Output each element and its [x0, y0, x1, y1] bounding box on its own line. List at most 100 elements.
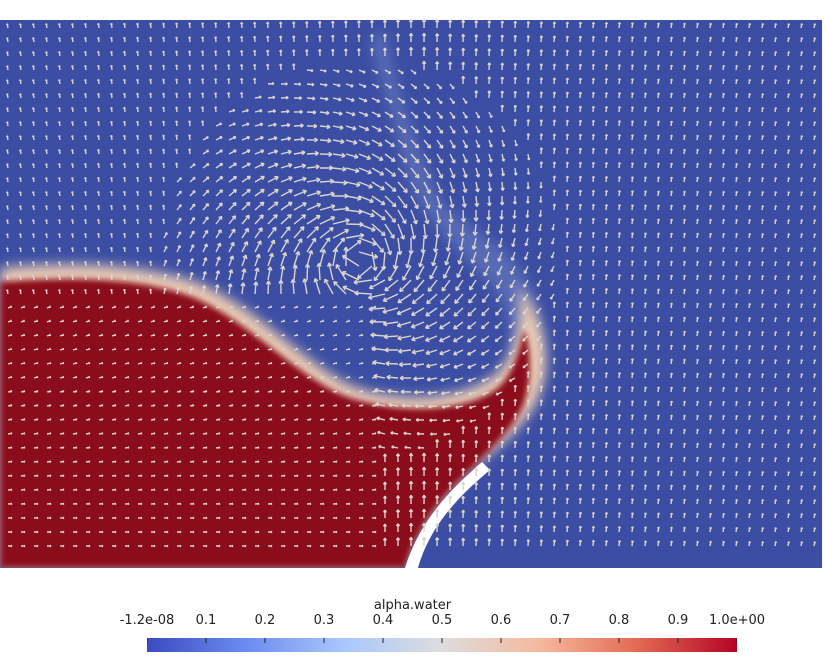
velocity-arrow	[488, 139, 493, 148]
velocity-arrow	[228, 202, 237, 211]
velocity-arrow	[449, 139, 456, 149]
velocity-arrow	[305, 21, 309, 29]
velocity-arrow	[162, 64, 166, 71]
velocity-arrow	[670, 414, 674, 421]
velocity-arrow	[722, 120, 726, 127]
velocity-arrow	[123, 22, 126, 29]
velocity-arrow	[241, 516, 247, 520]
velocity-arrow	[59, 502, 65, 506]
velocity-arrow	[421, 452, 427, 463]
velocity-arrow	[591, 525, 596, 533]
velocity-arrow	[787, 373, 791, 379]
velocity-arrow	[59, 375, 65, 379]
velocity-arrow	[513, 62, 518, 71]
velocity-arrow	[241, 241, 249, 253]
velocity-arrow	[293, 544, 299, 548]
velocity-arrow	[111, 319, 117, 323]
plume	[370, 30, 541, 420]
velocity-arrow	[578, 511, 583, 519]
velocity-arrow	[18, 149, 22, 155]
velocity-arrow	[643, 22, 648, 29]
velocity-arrow	[306, 333, 312, 337]
velocity-arrow	[123, 78, 126, 85]
velocity-arrow	[306, 516, 312, 520]
velocity-arrow	[189, 474, 195, 477]
velocity-arrow	[306, 190, 322, 197]
velocity-arrow	[774, 401, 778, 407]
velocity-arrow	[487, 524, 492, 533]
velocity-arrow	[813, 499, 817, 505]
velocity-arrow	[656, 274, 661, 281]
velocity-arrow	[487, 62, 492, 71]
velocity-arrow	[445, 237, 451, 252]
velocity-arrow	[202, 305, 208, 309]
velocity-arrow	[162, 106, 166, 113]
velocity-arrow	[293, 214, 307, 225]
velocity-arrow	[215, 432, 221, 435]
velocity-arrow	[176, 544, 182, 548]
velocity-arrow	[136, 218, 139, 225]
velocity-arrow	[455, 279, 464, 292]
velocity-arrow	[696, 288, 700, 295]
velocity-arrow	[787, 499, 791, 505]
velocity-arrow	[617, 190, 622, 197]
velocity-arrow	[578, 427, 583, 435]
velocity-arrow	[332, 418, 338, 421]
velocity-arrow	[591, 483, 596, 491]
velocity-arrow	[410, 153, 420, 164]
velocity-arrow	[267, 530, 273, 534]
velocity-arrow	[378, 444, 386, 449]
velocity-arrow	[735, 22, 739, 29]
velocity-arrow	[421, 536, 427, 547]
velocity-arrow	[280, 226, 291, 239]
velocity-arrow	[279, 49, 283, 57]
velocity-arrow	[683, 260, 687, 267]
velocity-arrow	[46, 502, 52, 506]
velocity-arrow	[345, 83, 354, 88]
velocity-arrow	[123, 106, 126, 113]
velocity-arrow	[319, 138, 332, 144]
velocity-arrow	[787, 107, 791, 113]
velocity-arrow	[84, 64, 87, 71]
velocity-arrow	[497, 251, 503, 262]
velocity-arrow	[59, 488, 65, 492]
velocity-arrow	[481, 391, 490, 396]
velocity-arrow	[426, 376, 438, 382]
velocity-arrow	[31, 191, 35, 197]
velocity-arrow	[774, 177, 778, 183]
velocity-arrow	[513, 104, 518, 113]
velocity-arrow	[176, 177, 182, 183]
velocity-arrow	[293, 530, 299, 534]
velocity-arrow	[552, 63, 557, 71]
velocity-arrow	[813, 51, 817, 57]
velocity-arrow	[162, 50, 166, 57]
velocity-arrow	[487, 482, 492, 491]
velocity-arrow	[813, 541, 817, 547]
velocity-arrow	[163, 530, 169, 534]
velocity-arrow	[137, 319, 143, 323]
velocity-arrow	[748, 162, 752, 169]
velocity-arrow	[371, 167, 385, 176]
velocity-arrow	[578, 287, 583, 295]
velocity-arrow	[523, 251, 529, 261]
velocity-arrow	[670, 232, 674, 239]
velocity-arrow	[813, 485, 817, 491]
velocity-arrow	[110, 274, 113, 281]
velocity-arrow	[98, 404, 104, 407]
velocity-arrow	[748, 78, 752, 85]
velocity-arrow	[683, 442, 687, 449]
velocity-arrow	[630, 92, 635, 99]
velocity-arrow	[280, 238, 289, 253]
velocity-arrow	[761, 219, 765, 225]
velocity-arrow	[656, 526, 661, 533]
velocity-arrow	[46, 432, 52, 435]
velocity-arrow	[136, 148, 139, 155]
velocity-arrow	[436, 125, 444, 134]
velocity-arrow	[136, 36, 139, 43]
velocity-arrow	[735, 456, 739, 463]
velocity-arrow	[176, 460, 182, 463]
velocity-arrow	[280, 404, 286, 407]
velocity-arrow	[202, 488, 208, 492]
velocity-arrow	[709, 358, 713, 365]
velocity-arrow	[787, 93, 791, 99]
